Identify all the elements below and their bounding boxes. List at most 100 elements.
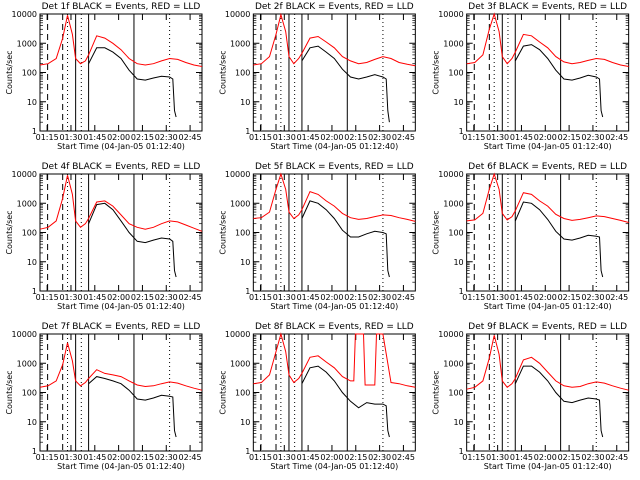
x-tick-label: 01:15: [462, 133, 485, 142]
x-tick-label: 02:30: [155, 293, 178, 302]
x-tick-label: 02:45: [179, 133, 202, 142]
plot-frame: [466, 173, 630, 292]
x-tick-label: 02:30: [581, 293, 604, 302]
x-tick-label: 02:45: [392, 293, 415, 302]
y-tick-label: 100: [22, 389, 37, 398]
x-tick-label: 01:15: [249, 293, 272, 302]
y-axis-label: Counts/sec: [432, 370, 441, 414]
x-tick-label: 02:15: [558, 453, 581, 462]
x-tick-label: 01:30: [273, 453, 296, 462]
chart-title: Det 6f BLACK = Events, RED = LLD: [468, 162, 627, 172]
x-tick-label: 02:45: [179, 453, 202, 462]
y-tick-label: 10: [453, 418, 463, 427]
plot-frame: [252, 173, 416, 292]
x-tick-label: 01:15: [36, 133, 59, 142]
events-series-line: [88, 47, 177, 118]
chart-title: Det 8f BLACK = Events, RED = LLD: [255, 322, 414, 332]
x-tick-label: 01:15: [462, 293, 485, 302]
y-tick-label: 1000: [17, 199, 37, 208]
x-tick-label: 02:15: [344, 133, 367, 142]
x-tick-label: 01:45: [83, 453, 106, 462]
y-tick-label: 1: [459, 287, 464, 296]
chart-panel-6: Det 6f BLACK = Events, RED = LLD 1 10 100 10…: [432, 162, 630, 311]
x-tick-label: 02:30: [581, 133, 604, 142]
x-tick-label: 01:30: [273, 133, 296, 142]
x-tick-label: 02:00: [107, 133, 130, 142]
lld-series-line: [39, 175, 203, 232]
x-tick-label: 01:45: [510, 133, 533, 142]
x-tick-label: 01:15: [36, 453, 59, 462]
events-series-line: [514, 44, 604, 118]
x-tick-label: 02:00: [107, 453, 130, 462]
y-axis-label: Counts/sec: [218, 50, 227, 94]
y-tick-label: 10000: [225, 330, 250, 339]
y-tick-label: 10000: [225, 170, 250, 179]
y-tick-label: 100: [448, 69, 463, 78]
x-tick-label: 01:30: [486, 453, 509, 462]
events-series-line: [301, 45, 390, 123]
y-tick-label: 1: [245, 287, 250, 296]
y-tick-label: 10: [453, 258, 463, 267]
x-tick-label: 02:15: [131, 453, 154, 462]
y-axis-label: Counts/sec: [218, 210, 227, 254]
events-series-line: [301, 200, 390, 278]
x-tick-label: 02:30: [368, 293, 391, 302]
lld-series-line: [466, 335, 629, 391]
lld-series-line: [466, 172, 629, 223]
y-tick-label: 10000: [12, 10, 37, 19]
x-tick-label: 02:30: [581, 453, 604, 462]
x-tick-label: 02:45: [605, 293, 628, 302]
x-axis-label: Start Time (04-Jan-05 01:12:40): [57, 462, 185, 471]
chart-panel-1: Det 1f BLACK = Events, RED = LLD 1 10 100 10…: [5, 2, 203, 151]
y-tick-label: 100: [235, 229, 250, 238]
lld-series-line: [39, 342, 203, 391]
plot-frame: [39, 333, 203, 452]
chart-panel-7: Det 7f BLACK = Events, RED = LLD 1 10 100 10…: [5, 322, 203, 471]
x-tick-label: 02:45: [605, 133, 628, 142]
y-tick-label: 100: [22, 69, 37, 78]
y-tick-label: 10: [240, 418, 250, 427]
y-tick-label: 10: [453, 98, 463, 107]
y-tick-label: 1000: [230, 39, 250, 48]
lld-series-line: [253, 172, 416, 222]
y-tick-label: 1000: [443, 359, 463, 368]
x-tick-label: 02:15: [344, 453, 367, 462]
y-tick-label: 10000: [438, 170, 463, 179]
y-tick-label: 10000: [438, 330, 463, 339]
x-tick-label: 01:30: [273, 293, 296, 302]
x-tick-label: 01:30: [59, 133, 82, 142]
chart-panel-5: Det 5f BLACK = Events, RED = LLD 1 10 100 10…: [218, 162, 416, 311]
y-tick-label: 1: [32, 127, 37, 136]
x-tick-label: 02:00: [534, 293, 557, 302]
y-tick-label: 10: [27, 258, 37, 267]
x-tick-label: 01:45: [83, 133, 106, 142]
y-axis-label: Counts/sec: [218, 370, 227, 414]
events-series-line: [88, 376, 177, 438]
lld-series-line: [39, 15, 203, 67]
x-tick-label: 01:45: [297, 453, 320, 462]
y-tick-label: 1: [459, 127, 464, 136]
y-tick-label: 10000: [12, 170, 37, 179]
x-tick-label: 01:15: [249, 453, 272, 462]
y-axis-label: Counts/sec: [5, 50, 14, 94]
y-tick-label: 10000: [438, 10, 463, 19]
x-tick-label: 02:30: [155, 133, 178, 142]
y-tick-label: 100: [448, 389, 463, 398]
y-tick-label: 1000: [17, 359, 37, 368]
chart-title: Det 5f BLACK = Events, RED = LLD: [255, 162, 414, 172]
chart-panel-8: Det 8f BLACK = Events, RED = LLD 1 10 100 10…: [218, 322, 416, 471]
x-tick-label: 02:45: [179, 293, 202, 302]
x-tick-label: 01:45: [510, 293, 533, 302]
x-tick-label: 02:45: [392, 453, 415, 462]
y-tick-label: 10000: [12, 330, 37, 339]
y-axis-label: Counts/sec: [432, 210, 441, 254]
y-tick-label: 1: [32, 447, 37, 456]
y-tick-label: 1000: [443, 199, 463, 208]
lld-series-line: [253, 332, 416, 388]
y-tick-label: 1: [245, 447, 250, 456]
x-axis-label: Start Time (04-Jan-05 01:12:40): [484, 142, 612, 151]
events-series-line: [514, 201, 604, 278]
lld-series-line: [253, 12, 416, 67]
x-tick-label: 02:30: [155, 453, 178, 462]
